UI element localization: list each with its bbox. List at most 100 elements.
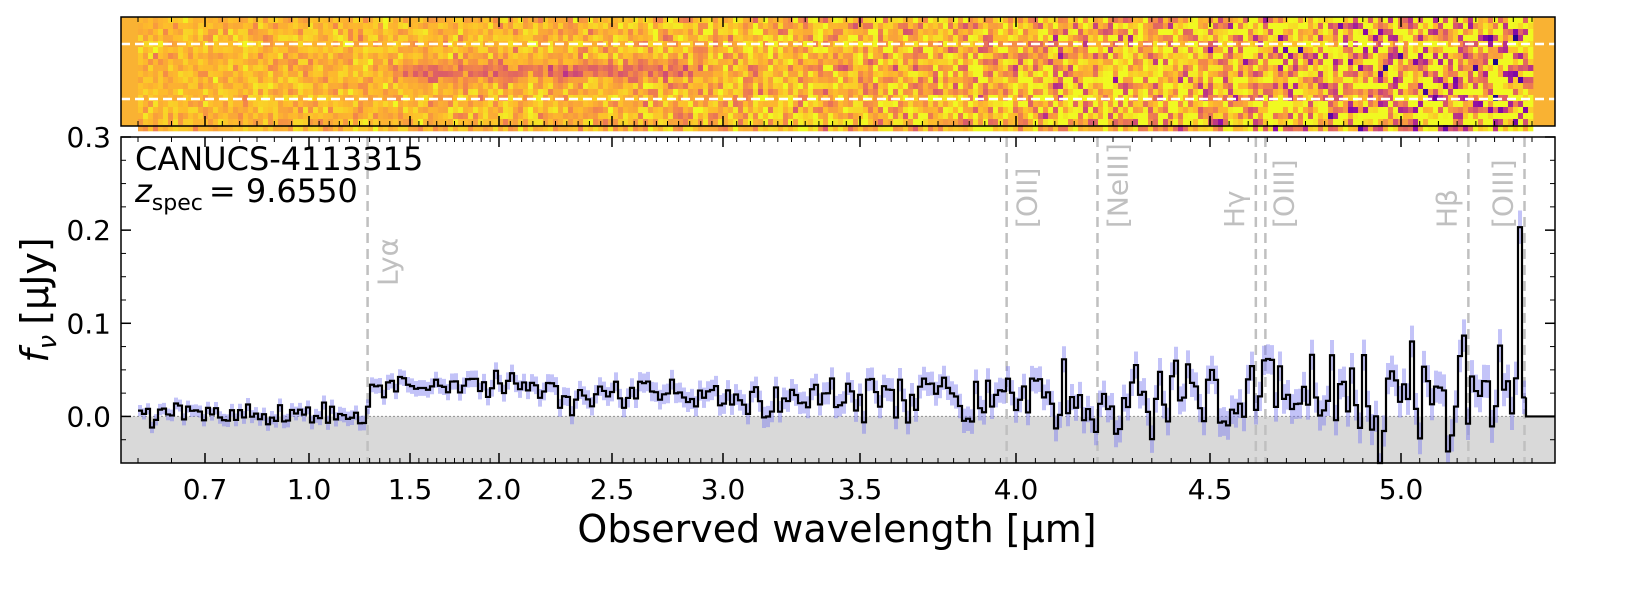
heatmap-cell [1028,53,1034,60]
heatmap-cell [1308,29,1314,36]
heatmap-cell [318,77,324,84]
heatmap-cell [518,71,524,78]
heatmap-cell [348,17,354,24]
heatmap-cell [378,125,384,132]
heatmap-cell [1418,59,1424,66]
heatmap-cell [308,125,314,132]
heatmap-cell [623,23,629,30]
heatmap-cell [653,35,659,42]
heatmap-cell [1053,23,1059,30]
heatmap-cell [493,41,499,48]
heatmap-cell [218,29,224,36]
heatmap-cell [423,83,429,90]
heatmap-cell [688,53,694,60]
heatmap-cell [283,41,289,48]
heatmap-cell [258,107,264,114]
heatmap-cell [458,125,464,132]
heatmap-cell [598,77,604,84]
heatmap-cell [828,53,834,60]
heatmap-cell [643,29,649,36]
heatmap-cell [1378,71,1384,78]
heatmap-cell [473,107,479,114]
heatmap-cell [568,65,574,72]
heatmap-cell [408,89,414,96]
heatmap-cell [358,65,364,72]
heatmap-cell [343,17,349,24]
heatmap-cell [338,101,344,108]
heatmap-cell [1258,29,1264,36]
heatmap-cell [638,119,644,126]
heatmap-cell [143,119,149,126]
heatmap-cell [1358,101,1364,108]
heatmap-cell [178,113,184,120]
heatmap-cell [418,107,424,114]
heatmap-cell [383,65,389,72]
heatmap-cell [328,101,334,108]
heatmap-cell [1418,29,1424,36]
heatmap-cell [713,29,719,36]
heatmap-cell [868,65,874,72]
heatmap-cell [1438,35,1444,42]
heatmap-cell [328,59,334,66]
heatmap-cell [168,77,174,84]
heatmap-cell [1063,107,1069,114]
heatmap-cell [178,125,184,132]
heatmap-cell [613,113,619,120]
heatmap-cell [1203,107,1209,114]
heatmap-cell [488,113,494,120]
heatmap-cell [238,23,244,30]
heatmap-cell [503,107,509,114]
heatmap-cell [223,59,229,66]
heatmap-cell [438,119,444,126]
heatmap-cell [903,53,909,60]
heatmap-cell [1213,125,1219,132]
heatmap-cell [343,125,349,132]
heatmap-cell [388,29,394,36]
heatmap-cell [808,29,814,36]
heatmap-cell [908,53,914,60]
heatmap-cell [868,29,874,36]
heatmap-cell [1038,65,1044,72]
heatmap-cell [1218,53,1224,60]
heatmap-cell [368,41,374,48]
heatmap-cell [508,113,514,120]
heatmap-cell [1158,119,1164,126]
heatmap-cell [1213,47,1219,54]
heatmap-cell [163,23,169,30]
heatmap-cell [523,113,529,120]
heatmap-cell [228,119,234,126]
heatmap-cell [883,89,889,96]
heatmap-cell [1418,77,1424,84]
heatmap-cell [163,119,169,126]
heatmap-cell [143,125,149,132]
heatmap-cell [518,59,524,66]
heatmap-cell [393,71,399,78]
heatmap-cell [233,83,239,90]
heatmap-cell [293,53,299,60]
heatmap-panel [120,16,1556,132]
heatmap-cell [1173,83,1179,90]
heatmap-cell [143,47,149,54]
heatmap-cell [908,29,914,36]
heatmap-cell [958,71,964,78]
heatmap-cell [338,53,344,60]
heatmap-cell [1123,71,1129,78]
heatmap-cell [523,119,529,126]
heatmap-cell [978,23,984,30]
heatmap-cell [1238,29,1244,36]
heatmap-cell [998,47,1004,54]
heatmap-cell [468,95,474,102]
heatmap-cell [853,113,859,120]
heatmap-cell [163,113,169,120]
heatmap-cell [248,107,254,114]
heatmap-cell [868,77,874,84]
heatmap-cell [348,71,354,78]
heatmap-cell [278,83,284,90]
heatmap-cell [1338,125,1344,132]
heatmap-cell [718,41,724,48]
heatmap-cell [678,83,684,90]
heatmap-cell [1043,83,1049,90]
heatmap-cell [293,59,299,66]
heatmap-cell [843,77,849,84]
heatmap-cell [678,41,684,48]
